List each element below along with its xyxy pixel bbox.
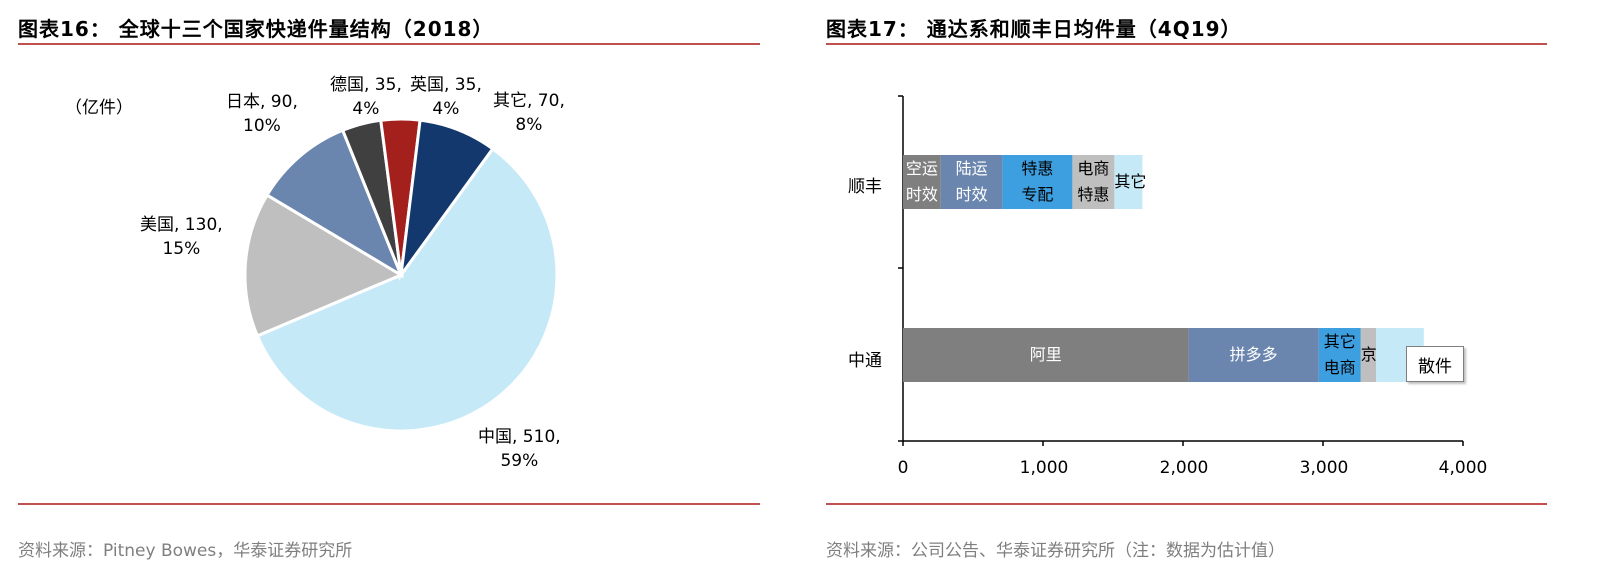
sanjian-callout: 散件 <box>1406 346 1464 382</box>
source-rule <box>18 503 760 505</box>
pie-source-note: 资料来源：Pitney Bowes，华泰证券研究所 <box>18 541 353 561</box>
bar-segment-label: 其它 <box>1114 172 1147 191</box>
bar-segment-label: 空运 时效 <box>905 159 938 204</box>
bar-source-note: 资料来源：公司公告、华泰证券研究所（注：数据为估计值） <box>826 541 1285 561</box>
pie-label-china: 中国, 510, 59% <box>478 427 561 471</box>
bar-segment-label: 陆运 时效 <box>955 159 988 204</box>
pie-slice <box>264 128 405 279</box>
pie-slice <box>243 192 405 338</box>
pie-label-japan: 日本, 90, 10% <box>226 92 298 136</box>
pie-slice <box>398 118 495 281</box>
pie-chart <box>243 117 559 433</box>
source-rule <box>826 503 1547 505</box>
y-label-sf: 顺丰 <box>848 177 882 197</box>
pie-label-usa: 美国, 130, 15% <box>140 215 223 259</box>
x-tick-label: 1,000 <box>1019 458 1069 478</box>
bar-segment-label: 特惠 专配 <box>1021 159 1054 204</box>
pie-figure-title: 图表16： 全球十三个国家快递件量结构（2018） <box>18 17 494 41</box>
bar-segment-label: 电商 特惠 <box>1077 159 1110 204</box>
bar-segment-label: 其它 电商 <box>1323 332 1356 377</box>
title-rule <box>826 43 1547 45</box>
pie-unit-label: （亿件） <box>65 98 133 118</box>
pie-label-other: 其它, 70, 8% <box>493 91 565 135</box>
bar-figure-title: 图表17： 通达系和顺丰日均件量（4Q19） <box>826 17 1242 41</box>
bar-segment-label: 京 <box>1360 345 1377 364</box>
y-label-zto: 中通 <box>848 351 882 371</box>
pie-label-germany: 德国, 35, 4% <box>330 75 402 119</box>
title-rule <box>18 43 760 45</box>
x-tick-label: 2,000 <box>1159 458 1209 478</box>
x-tick-label: 0 <box>897 458 909 478</box>
x-tick-label: 4,000 <box>1438 458 1488 478</box>
pie-panel: 图表16： 全球十三个国家快递件量结构（2018） （亿件） 中国, 510, 5… <box>0 0 800 574</box>
bar-panel: 图表17： 通达系和顺丰日均件量（4Q19） 资料来源：公司公告、华泰证券研究所… <box>826 0 1610 574</box>
bar-segment-label: 拼多多 <box>1229 345 1278 364</box>
pie-label-uk: 英国, 35, 4% <box>410 75 482 119</box>
x-tick-label: 3,000 <box>1299 458 1349 478</box>
bar-segment-label: 阿里 <box>1029 345 1062 364</box>
pie-slice <box>255 146 559 433</box>
